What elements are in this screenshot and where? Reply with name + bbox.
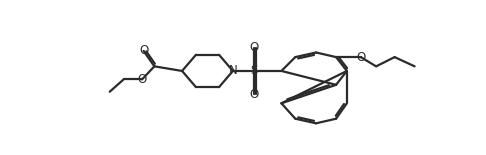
Text: O: O bbox=[249, 88, 259, 101]
Text: N: N bbox=[228, 64, 237, 78]
Text: O: O bbox=[138, 73, 147, 86]
Text: S: S bbox=[250, 64, 258, 78]
Text: O: O bbox=[356, 51, 365, 64]
Text: O: O bbox=[249, 41, 259, 54]
Text: O: O bbox=[139, 44, 148, 58]
